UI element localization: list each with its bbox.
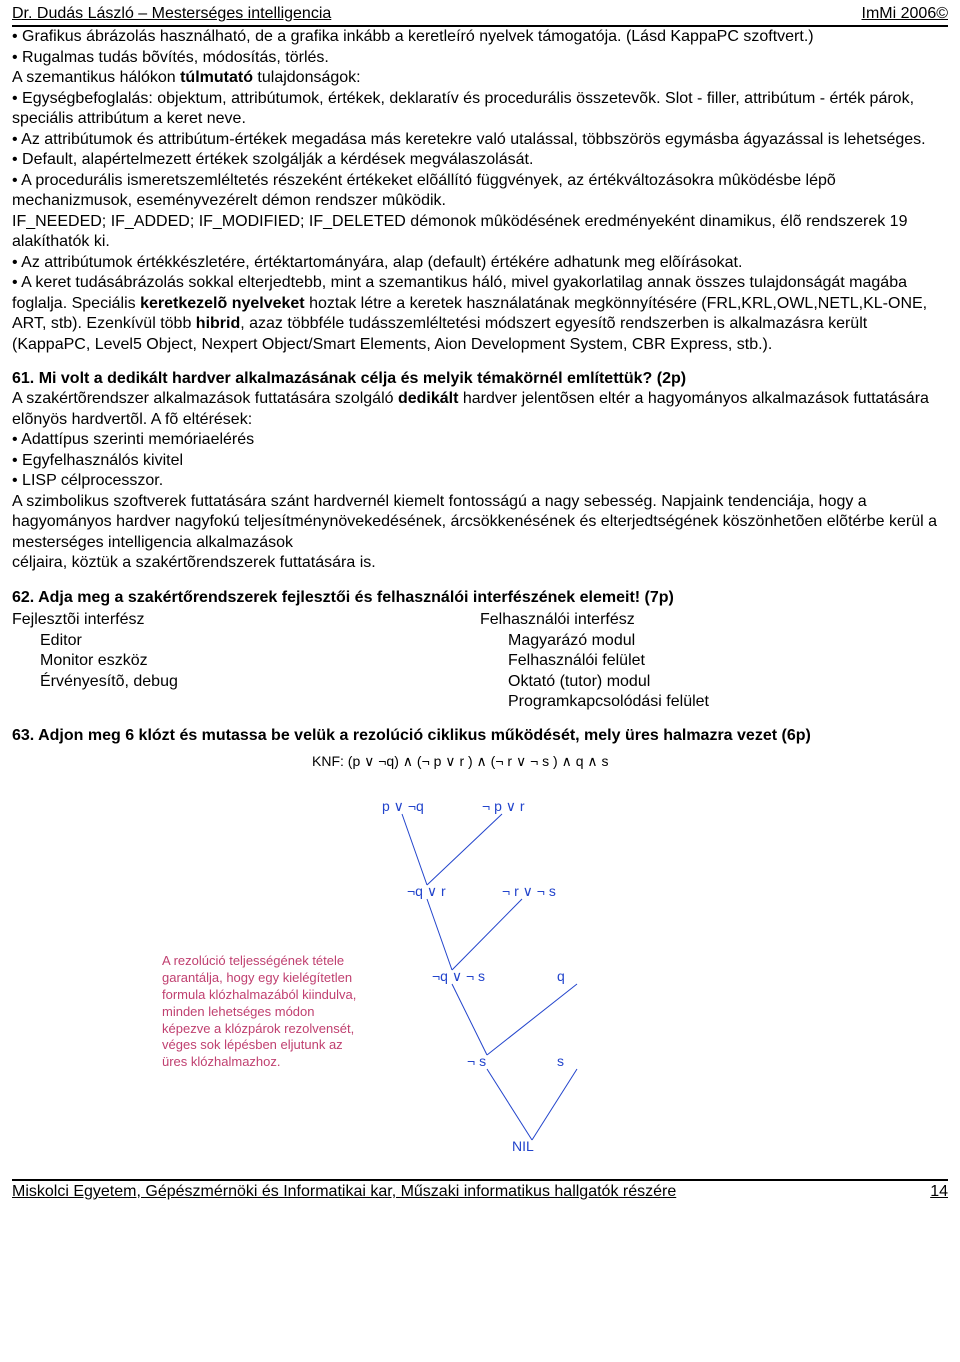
q62-columns: Fejlesztõi interfész Editor Monitor eszk… [12, 610, 948, 712]
para: • Egységbefoglalás: objektum, attribútum… [12, 89, 948, 130]
clause-node: q [557, 968, 565, 986]
page-footer: Miskolci Egyetem, Gépészmérnöki és Infor… [12, 1179, 948, 1202]
knf-formula: KNF: (p ∨ ¬q) ∧ (¬ p ∨ r ) ∧ (¬ r ∨ ¬ s … [312, 753, 609, 771]
page-header: Dr. Dudás László – Mesterséges intellige… [12, 4, 948, 27]
para: • Default, alapértelmezett értékek szolg… [12, 150, 948, 170]
para: • Az attribútumok értékkészletére, érték… [12, 253, 948, 273]
clause-node: ¬q ∨ r [407, 883, 446, 901]
q62-right-item: Programkapcsolódási felület [480, 692, 948, 712]
clause-node: ¬q ∨ ¬ s [432, 968, 485, 986]
q62-left-head: Fejlesztõi interfész [12, 610, 480, 630]
q62-right-head: Felhasználói interfész [480, 610, 948, 630]
para: • A procedurális ismeretszemléltetés rés… [12, 171, 948, 212]
para: céljaira, köztük a szakértõrendszerek fu… [12, 553, 948, 573]
q62-left-item: Érvényesítõ, debug [12, 672, 480, 692]
header-right: ImMi 2006© [862, 4, 948, 24]
diagram-note: A rezolúció teljességének tétele garantá… [162, 953, 362, 1071]
q62-left-col: Fejlesztõi interfész Editor Monitor eszk… [12, 610, 480, 712]
diagram-edges [12, 753, 960, 1173]
body-text: • Grafikus ábrázolás használható, de a g… [12, 27, 948, 1172]
footer-right: 14 [930, 1182, 948, 1202]
para: • A keret tudásábrázolás sokkal elterjed… [12, 273, 948, 355]
para: • Adattípus szerinti memóriaelérés [12, 430, 948, 450]
clause-node: ¬ r ∨ ¬ s [502, 883, 556, 901]
para: • Rugalmas tudás bõvítés, módosítás, tör… [12, 48, 948, 68]
clause-node: ¬ p ∨ r [482, 798, 525, 816]
para: • Grafikus ábrázolás használható, de a g… [12, 27, 948, 47]
para: A szemantikus hálókon túlmutató tulajdon… [12, 68, 948, 88]
q62-right-item: Oktató (tutor) modul [480, 672, 948, 692]
header-left: Dr. Dudás László – Mesterséges intellige… [12, 4, 331, 24]
q62-right-item: Magyarázó modul [480, 631, 948, 651]
para: A szimbolikus szoftverek futtatására szá… [12, 492, 948, 553]
resolution-diagram: KNF: (p ∨ ¬q) ∧ (¬ p ∨ r ) ∧ (¬ r ∨ ¬ s … [12, 753, 948, 1173]
para: • Egyfelhasználós kivitel [12, 451, 948, 471]
q62-right-col: Felhasználói interfész Magyarázó modul F… [480, 610, 948, 712]
para: IF_NEEDED; IF_ADDED; IF_MODIFIED; IF_DEL… [12, 212, 948, 253]
clause-node: p ∨ ¬q [382, 798, 424, 816]
q62-left-item: Monitor eszköz [12, 651, 480, 671]
clause-node: s [557, 1053, 564, 1071]
para: A szakértõrendszer alkalmazások futtatás… [12, 389, 948, 430]
q62-title: 62. Adja meg a szakértőrendszerek fejles… [12, 588, 948, 608]
q63-title: 63. Adjon meg 6 klózt és mutassa be velü… [12, 726, 948, 746]
q62-right-item: Felhasználói felület [480, 651, 948, 671]
clause-node: NIL [512, 1138, 534, 1156]
clause-node: ¬ s [467, 1053, 486, 1071]
para: • Az attribútumok és attribútum-értékek … [12, 130, 948, 150]
para: • LISP célprocesszor. [12, 471, 948, 491]
q62-left-item: Editor [12, 631, 480, 651]
footer-left: Miskolci Egyetem, Gépészmérnöki és Infor… [12, 1182, 676, 1202]
q61-title: 61. Mi volt a dedikált hardver alkalmazá… [12, 369, 948, 389]
